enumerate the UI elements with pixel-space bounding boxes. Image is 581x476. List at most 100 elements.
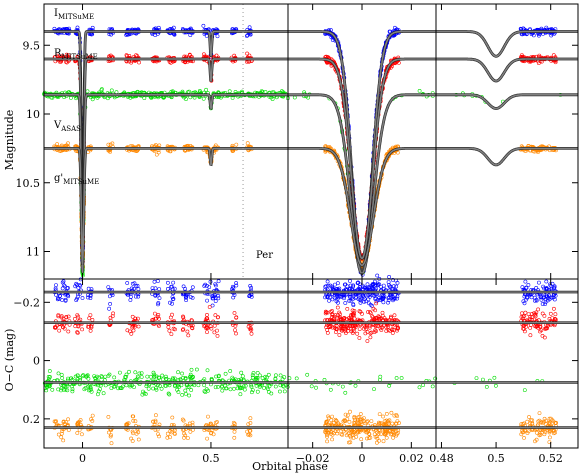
residual-point-g <box>378 421 383 426</box>
residual-point-R <box>367 310 372 314</box>
residual-point-g <box>381 414 385 419</box>
residual-point-I <box>386 300 390 305</box>
residual-point-g <box>392 413 397 418</box>
residual-point-g <box>334 419 339 424</box>
residual-point-R <box>385 324 390 329</box>
data-point-R <box>245 51 250 56</box>
residual-point-V <box>372 387 376 392</box>
data-point-g <box>66 141 70 146</box>
residual-point-V <box>154 374 159 379</box>
residual-point-I <box>367 294 372 299</box>
residual-point-R <box>357 336 362 340</box>
residual-point-V <box>160 377 165 382</box>
residual-point-V <box>235 386 240 391</box>
residual-point-I <box>335 281 340 286</box>
residual-point-R <box>204 316 209 321</box>
residual-point-I <box>391 296 396 301</box>
residual-point-g <box>544 418 548 423</box>
residual-point-R <box>388 328 393 333</box>
residual-point-I <box>152 279 157 284</box>
residual-point-I <box>373 297 378 301</box>
residual-point-V <box>257 385 262 389</box>
residual-point-R <box>111 311 116 316</box>
residual-point-I <box>247 294 252 299</box>
residual-point-I <box>386 298 391 303</box>
residual-point-I <box>334 295 339 299</box>
residual-point-R <box>232 311 237 315</box>
residual-point-R <box>528 317 532 322</box>
data-point-I <box>124 33 129 37</box>
residual-point-R <box>171 326 176 331</box>
residual-point-g <box>369 419 374 424</box>
residual-point-V <box>172 383 177 388</box>
residual-point-R <box>351 326 356 331</box>
residual-point-R <box>334 327 339 332</box>
residual-point-g <box>325 419 329 424</box>
model-curve-outline-V <box>288 93 436 275</box>
residual-point-I <box>136 287 141 291</box>
residual-point-R <box>234 315 239 320</box>
residual-point-I <box>336 300 340 305</box>
residual-point-R <box>538 329 542 334</box>
residual-point-I <box>190 295 195 300</box>
residual-point-g <box>547 420 552 425</box>
residual-point-R <box>526 312 531 317</box>
residual-point-R <box>61 325 66 330</box>
residual-point-R <box>343 327 348 332</box>
residual-point-V <box>196 383 201 388</box>
residual-point-V <box>260 376 265 380</box>
residual-point-g <box>107 430 111 435</box>
residual-point-g <box>52 419 57 424</box>
residual-point-I <box>394 284 399 289</box>
residual-point-R <box>190 326 195 331</box>
residual-point-V <box>183 391 188 396</box>
data-point-I <box>215 34 220 39</box>
band-label-I: IMITSuME <box>54 8 94 21</box>
residual-point-V <box>180 371 184 376</box>
residual-point-I <box>326 283 331 288</box>
residual-point-V <box>153 386 158 391</box>
residual-point-V <box>328 387 333 392</box>
y-tick-label-o-c: 0.2 <box>23 413 41 426</box>
residual-point-g <box>231 420 236 425</box>
residual-point-g <box>324 421 328 426</box>
data-point-I <box>171 25 176 30</box>
residual-point-V <box>430 384 435 389</box>
residual-point-g <box>208 421 213 426</box>
residual-point-g <box>323 429 327 434</box>
residual-point-I <box>234 283 239 288</box>
residual-point-I <box>168 300 172 305</box>
x-tick-label: −0.02 <box>296 452 330 465</box>
residual-point-I <box>524 295 529 300</box>
residual-point-R <box>351 311 356 316</box>
model-curve-V <box>44 94 288 273</box>
residual-point-V <box>75 377 80 382</box>
residual-point-R <box>367 325 372 330</box>
data-point-R <box>137 60 141 65</box>
residual-point-V <box>377 377 382 382</box>
residual-point-V <box>99 383 103 388</box>
residual-point-V <box>249 384 254 389</box>
residual-point-R <box>324 325 329 330</box>
data-point-g <box>156 150 161 155</box>
residual-point-R <box>533 312 538 317</box>
x-tick-label: 0.02 <box>399 452 424 465</box>
residual-point-R <box>53 325 57 330</box>
residual-point-V <box>340 384 345 389</box>
residual-point-V <box>202 389 207 394</box>
residual-point-g <box>61 419 66 424</box>
residual-point-R <box>363 331 368 336</box>
residual-point-g <box>324 433 329 438</box>
residual-point-V <box>78 376 83 381</box>
residual-point-I <box>348 279 352 283</box>
residual-point-g <box>325 430 330 435</box>
residual-point-R <box>186 333 191 338</box>
residual-point-V <box>47 377 51 381</box>
residual-point-g <box>246 422 251 427</box>
residual-point-V <box>59 372 64 377</box>
residual-point-I <box>155 293 160 298</box>
residual-point-I <box>348 294 353 299</box>
data-point-g <box>154 152 159 157</box>
residual-point-R <box>73 324 78 329</box>
residual-point-R <box>248 327 253 332</box>
